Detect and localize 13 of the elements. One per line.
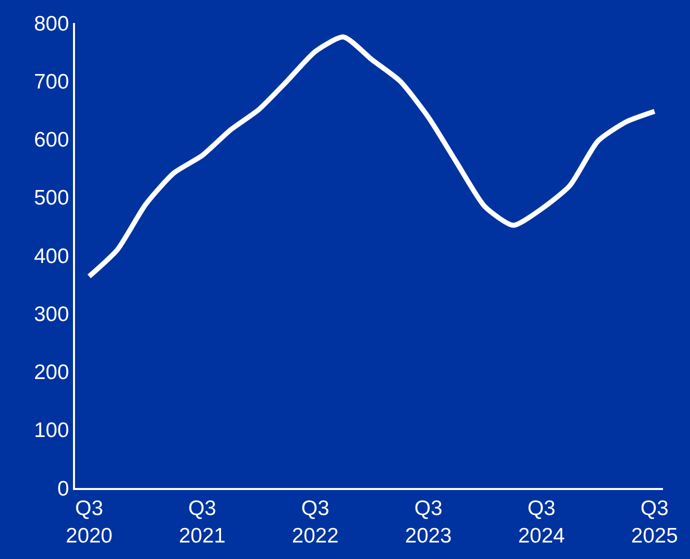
y-tick-label: 300 <box>34 302 70 326</box>
y-tick-label: 200 <box>34 361 70 384</box>
y-tick-label: 800 <box>34 12 70 36</box>
y-tick-label: 400 <box>34 244 70 268</box>
x-tick-label: Q3 2024 <box>518 496 566 548</box>
x-tick-label: Q3 2021 <box>178 496 226 548</box>
x-tick-label: Q3 2023 <box>405 496 452 548</box>
y-tick-label: 600 <box>34 128 70 152</box>
y-tick-label: 100 <box>34 419 70 442</box>
y-tick-label: 500 <box>34 186 70 210</box>
x-tick-label: Q3 2022 <box>292 496 339 548</box>
x-tick-label: Q3 2025 <box>631 496 678 548</box>
y-tick-label: 700 <box>34 70 70 94</box>
